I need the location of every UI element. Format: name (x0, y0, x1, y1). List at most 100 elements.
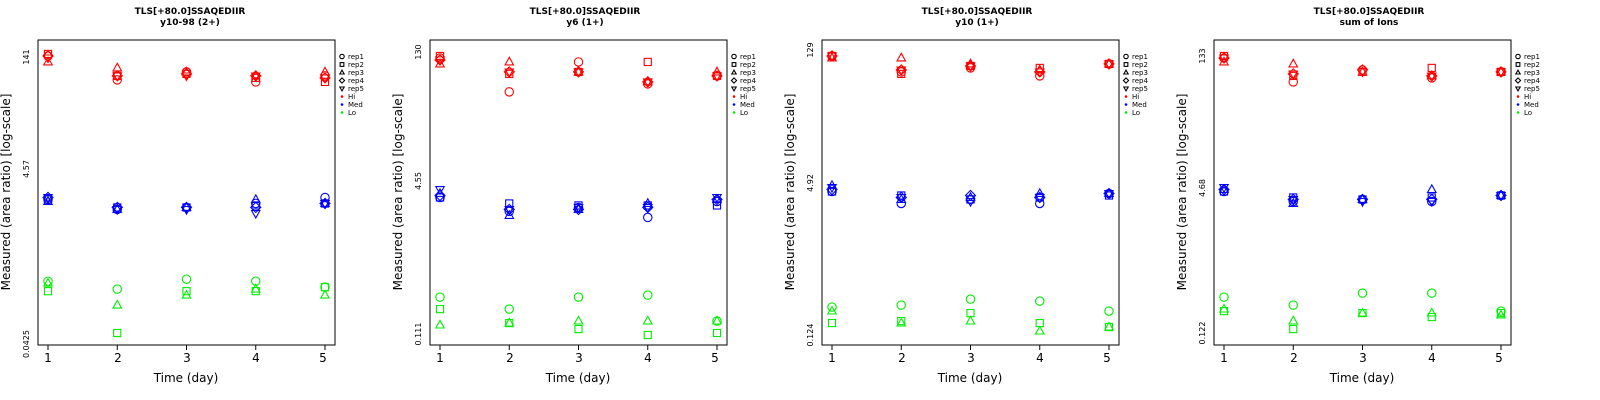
legend-symbol-rep1 (1515, 53, 1521, 60)
data-point-hi-rep3-day5 (1495, 66, 1507, 76)
data-point-lo-rep3-day2 (1288, 315, 1299, 325)
data-point-lo-rep1-day1 (1219, 292, 1229, 302)
x-tick-label: 3 (183, 351, 191, 365)
legend-symbol-hi (732, 95, 736, 98)
x-tick-label: 2 (898, 351, 906, 365)
legend-symbol-rep5 (338, 86, 346, 93)
data-point-med-rep4-day3 (180, 201, 193, 214)
data-point-lo-rep3-day4 (642, 315, 653, 325)
data-point-lo-rep1-day5 (1496, 306, 1506, 316)
data-point-med-rep5-day1 (42, 193, 54, 204)
data-point-hi-rep3-day4 (250, 70, 261, 80)
y-tick-label: 0.111 (414, 323, 423, 346)
data-point-lo-rep1-day1 (435, 292, 445, 302)
data-point-lo-rep1-day4 (642, 290, 653, 300)
data-point-med-rep1-day3 (965, 194, 976, 205)
data-point-med-rep5-day2 (1288, 195, 1299, 206)
data-point-hi-rep2-day2 (897, 69, 906, 79)
data-point-med-rep4-day5 (711, 193, 723, 206)
legend-symbol-rep5 (1122, 86, 1130, 93)
y-tick-label: 141 (22, 49, 31, 64)
x-tick-label: 2 (506, 351, 514, 365)
data-point-med-rep4-day3 (1356, 193, 1369, 206)
legend-label-med: Med (348, 101, 363, 109)
x-tick-label: 4 (1036, 351, 1044, 365)
data-point-lo-rep3-day4 (1034, 325, 1045, 335)
data-point-hi-rep5-day2 (504, 68, 515, 78)
legend-symbol-rep1 (1123, 53, 1129, 60)
x-tick-label: 1 (828, 351, 836, 365)
data-point-lo-rep3-day3 (573, 315, 584, 325)
data-point-lo-rep2-day4 (643, 330, 652, 340)
y-tick-label: 0.124 (806, 324, 815, 347)
data-point-lo-rep1-day2 (504, 304, 514, 314)
data-point-med-rep5-day3 (181, 205, 192, 216)
legend-label-rep2: rep2 (740, 61, 756, 69)
legend-label-hi: Hi (1132, 93, 1139, 101)
legend-symbol-med (732, 103, 736, 106)
panel-2: TLS[+80.0]SSAQEDIIR y6 (1+) 0.111 4.55 1… (391, 7, 756, 385)
legend-symbol-rep1 (339, 53, 345, 60)
data-point-med-rep5-day5 (711, 193, 723, 204)
data-point-lo-rep1-day2 (896, 300, 906, 310)
legend-label-med: Med (1132, 101, 1147, 109)
data-point-med-rep1-day5 (320, 192, 330, 203)
panel-subtitle: y10 (1+) (955, 18, 999, 28)
legend-label-rep4: rep4 (1524, 77, 1540, 85)
data-point-lo-rep3-day5 (1495, 309, 1507, 319)
legend-label-hi: Hi (740, 93, 747, 101)
legend-label-lo: Lo (740, 109, 748, 117)
data-point-med-rep5-day3 (1357, 197, 1368, 208)
legend-label-rep1: rep1 (1524, 53, 1540, 61)
data-point-hi-rep3-day5 (1103, 58, 1115, 68)
data-point-lo-rep1-day4 (1427, 288, 1437, 298)
data-point-med-rep4-day1 (434, 189, 446, 202)
legend-label-rep5: rep5 (348, 85, 364, 93)
data-point-hi-rep5-day3 (573, 68, 584, 78)
legend-label-hi: Hi (348, 93, 355, 101)
data-point-med-rep1-day1 (827, 186, 837, 197)
plot-frame (37, 39, 336, 346)
legend-symbol-lo (1516, 111, 1520, 114)
data-points (1218, 51, 1507, 350)
x-tick-label: 4 (644, 351, 652, 365)
legend-label-rep5: rep5 (740, 85, 756, 93)
legend-symbol-rep4 (1122, 77, 1130, 84)
legend-symbol-hi (1516, 95, 1520, 98)
data-point-med-rep5-day5 (319, 199, 331, 210)
data-point-med-rep5-day2 (112, 205, 123, 216)
data-point-med-rep5-day5 (1103, 190, 1115, 200)
data-point-med-rep4-day1 (1218, 183, 1230, 196)
data-point-lo-rep3-day3 (1357, 307, 1368, 317)
data-point-med-rep4-day4 (1425, 193, 1438, 206)
data-point-hi-rep5-day1 (42, 54, 54, 64)
legend-label-hi: Hi (1524, 93, 1531, 101)
data-point-hi-rep5-day5 (1103, 60, 1115, 70)
y-tick-label: 130 (414, 44, 423, 59)
legend-symbol-med (1516, 103, 1520, 106)
y-axis-label: Measured (area ratio) [log-scale] (783, 94, 797, 291)
data-point-lo-rep3-day2 (112, 299, 123, 309)
legend-label-rep3: rep3 (348, 69, 364, 77)
legend-symbol-lo (1124, 111, 1128, 114)
x-tick-label: 4 (1428, 351, 1436, 365)
data-point-hi-rep5-day5 (319, 74, 331, 84)
data-point-hi-rep3-day1 (42, 56, 54, 66)
data-point-hi-rep1-day2 (896, 67, 906, 77)
data-point-hi-rep1-day3 (965, 63, 976, 73)
panel-subtitle: y6 (1+) (566, 18, 603, 28)
data-point-med-rep5-day1 (826, 184, 838, 194)
data-point-hi-rep5-day5 (711, 72, 723, 82)
data-point-lo-rep1-day3 (1357, 288, 1368, 298)
legend-symbol-lo (732, 111, 736, 114)
data-point-lo-rep3-day5 (711, 315, 723, 325)
data-point-med-rep5-day4 (250, 209, 261, 220)
data-point-lo-rep1-day3 (573, 292, 584, 302)
data-point-lo-rep1-day2 (1288, 300, 1299, 310)
data-point-med-rep1-day4 (642, 212, 653, 223)
data-point-hi-rep2-day5 (320, 77, 330, 87)
data-point-med-rep5-day3 (573, 203, 584, 214)
